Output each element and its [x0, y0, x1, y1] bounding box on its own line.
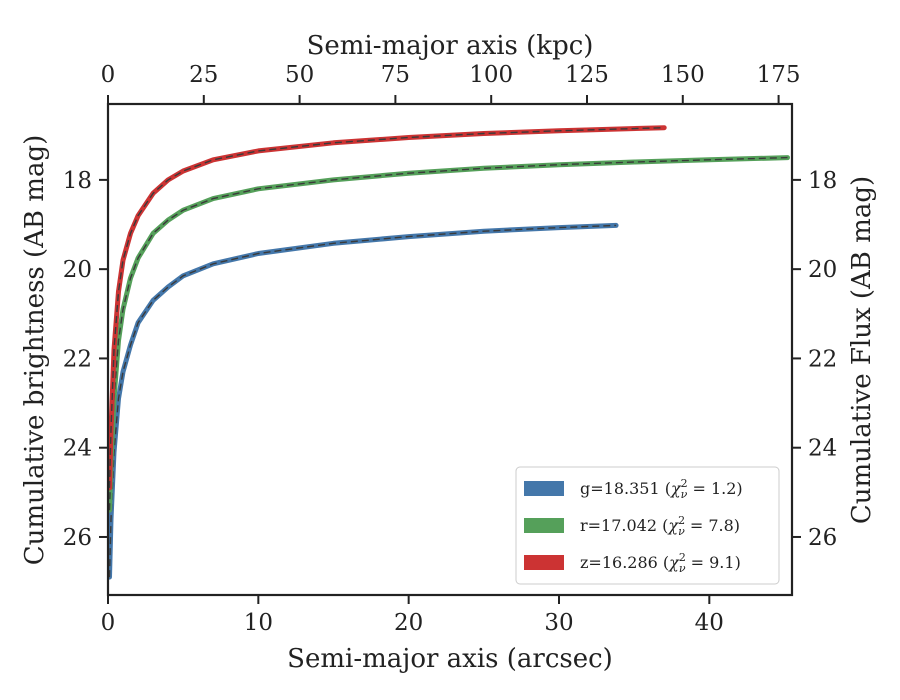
y-tick-label: 26 — [63, 525, 92, 551]
y-axis-title: Cumulative brightness (AB mag) — [20, 135, 50, 566]
top-x-tick-label: 175 — [757, 62, 801, 88]
right-y-tick-label: 22 — [808, 346, 837, 372]
y-tick-label: 24 — [63, 436, 92, 462]
legend-swatch-g — [524, 481, 564, 496]
legend-swatch-r — [524, 518, 564, 533]
top-x-tick-label: 75 — [381, 62, 410, 88]
model-fit-line-r — [108, 156, 788, 511]
x-tick-label: 30 — [544, 610, 573, 636]
model-fit-line-g — [108, 224, 617, 578]
right-y-tick-label: 20 — [808, 257, 837, 283]
top-x-tick-label: 125 — [565, 62, 609, 88]
legend: g=18.351 (χ2 ν = 1.2) r=17.042 (χ2 ν = 7.8… — [515, 466, 780, 585]
y-tick-label: 20 — [63, 257, 92, 283]
top-x-tick-label: 0 — [101, 62, 116, 88]
model-fit-line-z — [108, 127, 665, 488]
legend-label-r: r=17.042 (χ2 ν = 7.8) — [580, 514, 740, 538]
top-x-tick-label: 50 — [285, 62, 314, 88]
top-x-tick-label: 25 — [189, 62, 218, 88]
x-tick-label: 10 — [244, 610, 273, 636]
right-y-tick-label: 24 — [808, 436, 837, 462]
right-y-tick-label: 26 — [808, 525, 837, 551]
legend-box — [515, 466, 780, 585]
ticks-layer: 0 10 20 30 40 0 25 50 75 100 125 150 175 18 18 20 20 22 22… — [63, 62, 838, 636]
x-tick-label: 40 — [695, 610, 724, 636]
legend-swatch-z — [524, 555, 564, 570]
curves-layer — [107, 125, 790, 580]
legend-label-z: z=16.286 (χ2 ν = 9.1) — [580, 551, 741, 575]
top-x-tick-label: 100 — [469, 62, 513, 88]
right-y-tick-label: 18 — [808, 168, 837, 194]
x-tick-label: 0 — [101, 610, 116, 636]
top-x-axis-title: Semi-major axis (kpc) — [307, 31, 594, 61]
y-tick-label: 22 — [63, 346, 92, 372]
top-x-tick-label: 150 — [661, 62, 705, 88]
x-axis-title: Semi-major axis (arcsec) — [287, 644, 613, 674]
legend-label-g: g=18.351 (χ2 ν = 1.2) — [580, 477, 743, 501]
y-tick-label: 18 — [63, 168, 92, 194]
plot-frame — [106, 102, 794, 597]
right-y-axis-title: Cumulative Flux (AB mag) — [847, 176, 877, 524]
x-tick-label: 20 — [394, 610, 423, 636]
